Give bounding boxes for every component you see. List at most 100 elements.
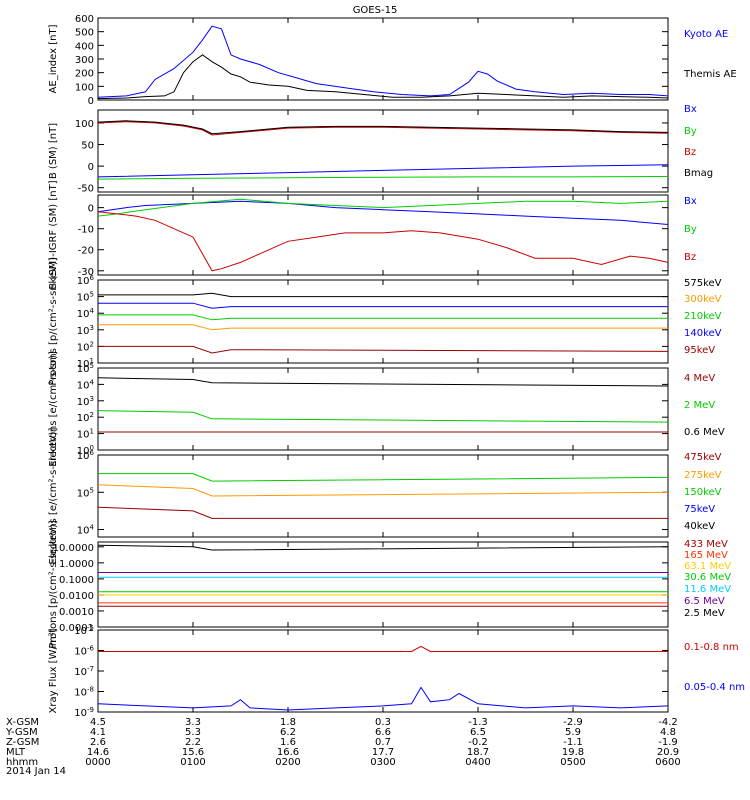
orbit-value: 2.6 — [90, 737, 106, 748]
series-line-0-6-mev — [97, 377, 669, 387]
legend-entry: 150keV — [684, 487, 722, 498]
panel-3: -30 -20 -10 0 B (SM)-IGRF (SM) [nT] Bx By Bz — [48, 180, 697, 289]
y-tick-label: 10-5 — [74, 624, 94, 637]
y-tick-label: 200 — [75, 69, 94, 80]
orbit-value: 0300 — [370, 757, 395, 768]
y-tick-label: 300 — [75, 55, 94, 66]
orbit-value: 5.3 — [185, 727, 201, 738]
y-tick-label: 103 — [77, 324, 94, 337]
orbit-value: 0600 — [655, 757, 680, 768]
y-axis-label: B (SM)-IGRF (SM) [nT] — [48, 180, 59, 289]
y-tick-label: 100 — [75, 82, 94, 93]
series-line-bz — [97, 121, 669, 136]
y-tick-label: 102 — [77, 411, 94, 424]
orbit-value: 15.6 — [182, 747, 204, 758]
legend-entry: 75keV — [684, 504, 715, 515]
legend-entry: By — [684, 126, 697, 137]
series-line-bx — [97, 164, 669, 178]
legend-entry: 30.6 MeV — [684, 572, 731, 583]
y-tick-label: 0 — [88, 96, 94, 107]
legend-entry: 0.05-0.4 nm — [684, 682, 745, 693]
y-tick-label: 104 — [77, 307, 95, 320]
date-label: 2014 Jan 14 — [6, 766, 66, 777]
orbit-value: -4.2 — [658, 717, 678, 728]
y-tick-label: 400 — [75, 41, 94, 52]
y-tick-label: 0.0001 — [59, 623, 94, 634]
plot-title: GOES-15 — [353, 5, 398, 16]
y-tick-label: 105 — [77, 362, 94, 375]
y-tick-label: 600 — [75, 14, 94, 25]
legend-entry: Bz — [684, 252, 696, 263]
orbit-value: 4.8 — [660, 727, 676, 738]
orbit-value: 1.6 — [280, 737, 296, 748]
y-tick-label: 0.0010 — [59, 607, 94, 618]
panel-2: -50 0 50 100 B (SM) [nT] Bx By Bz Bmag — [48, 104, 713, 195]
y-tick-label: 103 — [77, 395, 94, 408]
y-tick-label: 0.1000 — [59, 575, 94, 586]
series-line-140kev — [98, 302, 668, 309]
orbit-value: 6.6 — [375, 727, 391, 738]
orbit-value: 0200 — [275, 757, 300, 768]
y-tick-label: 106 — [77, 449, 95, 462]
y-tick-label: 10-6 — [74, 645, 94, 658]
legend-entry: 40keV — [684, 521, 715, 532]
legend-entry: Themis AE — [683, 69, 737, 80]
panel-4: 101 102 103 104 105 106 Protons [p/(cm²-s-sr-k… — [48, 257, 722, 385]
legend-entry: 63.1 MeV — [684, 561, 731, 572]
orbit-row-label: Z-GSM — [6, 737, 39, 748]
orbit-value: 4.1 — [90, 727, 106, 738]
orbit-value: 0000 — [85, 757, 110, 768]
y-tick-label: 0 — [88, 162, 94, 173]
orbit-value: 3.3 — [185, 717, 201, 728]
panel-frame — [97, 17, 669, 101]
orbit-value: 0.3 — [375, 717, 391, 728]
orbit-row-label: MLT — [6, 747, 26, 758]
y-tick-label: 0.0100 — [59, 591, 94, 602]
y-tick-label: 100 — [77, 444, 94, 457]
orbit-value: 1.8 — [280, 717, 296, 728]
orbit-value: 0500 — [560, 757, 585, 768]
legend-entry: 275keV — [684, 470, 722, 481]
series-line-210kev — [98, 314, 668, 321]
legend-entry: 140keV — [684, 328, 722, 339]
legend-entry: 6.5 MeV — [684, 596, 725, 607]
orbit-value: 16.6 — [277, 747, 299, 758]
orbit-value: 0.7 — [375, 737, 391, 748]
panel-6: 104 105 106 Electrons [e/(cm²-s-sr-keV)] 475… — [48, 427, 722, 564]
y-tick-label: 105 — [77, 291, 94, 304]
series-line-kyoto-ae — [97, 25, 669, 98]
series-line-475kev — [97, 506, 668, 519]
legend-entry: 300keV — [684, 294, 722, 305]
orbit-value: 17.7 — [372, 747, 394, 758]
y-axis-label: Protons [p/(cm²-s-sr-keV)] — [48, 520, 59, 648]
orbit-value: 5.9 — [565, 727, 581, 738]
y-tick-label: 104 — [77, 524, 95, 537]
panel-frame — [97, 194, 669, 276]
legend-entry: 575keV — [684, 278, 722, 289]
panel-5: 100 101 102 103 104 105 Electrons [e/(cm²-s-sr… — [48, 351, 725, 467]
legend-entry: By — [684, 224, 697, 235]
panel-frame — [97, 109, 669, 193]
series-line-by — [97, 198, 669, 217]
series-line-bz — [97, 211, 669, 272]
orbit-value: 19.8 — [562, 747, 584, 758]
y-tick-label: 1.0000 — [59, 559, 94, 570]
y-tick-label: 106 — [77, 274, 95, 287]
orbit-value: 4.5 — [90, 717, 106, 728]
y-tick-label: 10-9 — [74, 706, 94, 719]
y-axis-label: Xray Flux [W/m²] — [48, 628, 59, 713]
series-line-0-1-0-8-nm — [98, 645, 668, 652]
legend-entry: 475keV — [684, 452, 722, 463]
y-tick-label: -50 — [78, 184, 94, 195]
y-axis-label: Protons [p/(cm²-s-sr-keV)] — [48, 257, 59, 385]
orbit-row-label: hhmm — [6, 757, 38, 768]
y-tick-label: 105 — [77, 486, 94, 499]
series-line-150kev — [98, 473, 669, 482]
panel-8: 10-9 10-8 10-7 10-6 10-5 Xray Flux [W/m²] 0.1-… — [48, 624, 745, 719]
panel-frame — [97, 629, 669, 713]
legend-entry: Kyoto AE — [684, 29, 728, 40]
y-axis-label: B (SM) [nT] — [48, 123, 59, 179]
orbit-value: 0100 — [180, 757, 205, 768]
y-tick-label: 10-8 — [74, 686, 94, 699]
orbit-value: 14.6 — [87, 747, 109, 758]
